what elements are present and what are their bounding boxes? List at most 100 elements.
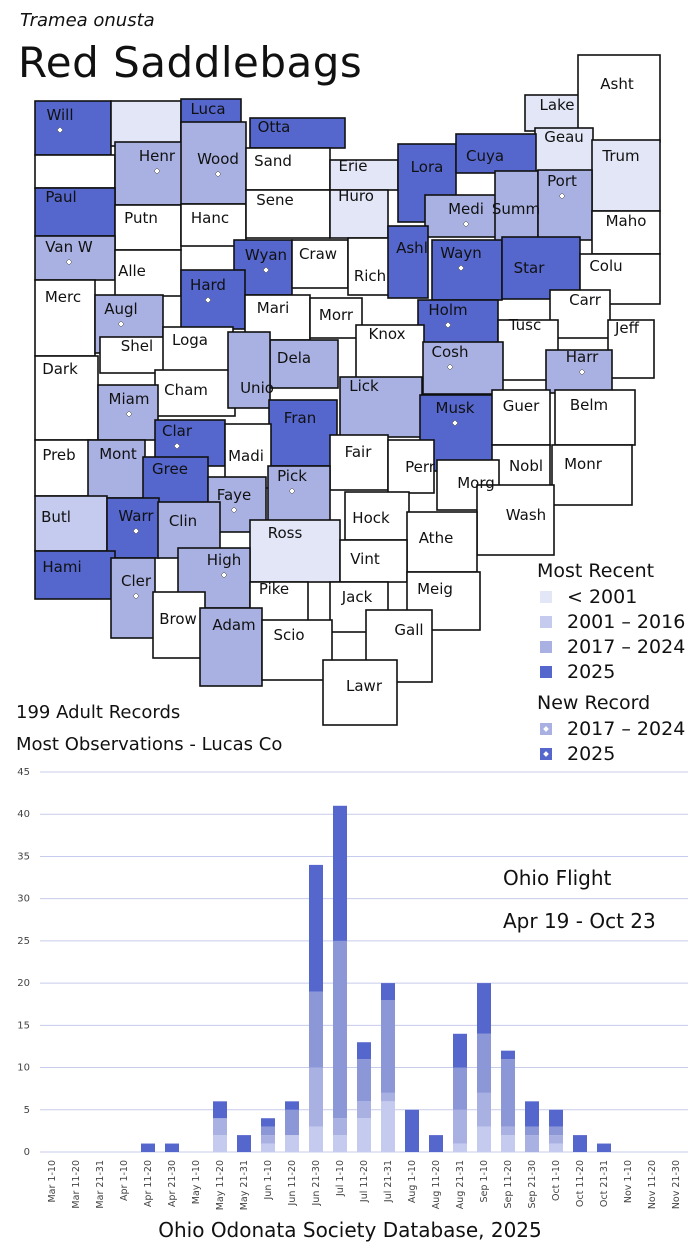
x-tick-label: Apr 1-10 (119, 1160, 130, 1201)
county-label-nobl: Nobl (509, 457, 543, 475)
bar-segment (549, 1143, 563, 1152)
x-tick-label: Mar 1-10 (47, 1160, 58, 1203)
county-morr (309, 297, 363, 339)
county-label-asht: Asht (600, 75, 634, 93)
county-label-fair: Fair (345, 443, 373, 461)
y-tick-label: 30 (17, 894, 30, 905)
bar-segment (261, 1126, 275, 1136)
legend-swatch (540, 591, 552, 603)
bar-segment (333, 940, 347, 1119)
bar-segment (285, 1101, 299, 1110)
county-cham (154, 369, 236, 417)
bar-segment (381, 1092, 395, 1102)
new-record-marker (262, 266, 270, 274)
county-ashl (387, 225, 429, 299)
bar-segment (501, 1126, 515, 1136)
county-monr (551, 444, 633, 506)
county-label-jeff: Jeff (614, 319, 640, 337)
county-label-high: High (207, 551, 241, 569)
county-henr (114, 141, 184, 206)
county-label-fran: Fran (284, 409, 316, 427)
x-tick-label: Jun 1-10 (263, 1160, 274, 1200)
bar-segment (261, 1135, 275, 1144)
county-label-clar: Clar (162, 422, 193, 440)
bar-segment (333, 1135, 347, 1152)
county-label-cham: Cham (164, 381, 208, 399)
county-label-harr: Harr (566, 348, 599, 366)
county-label-rich: Rich (354, 267, 386, 285)
flight-annotation-title: Ohio Flight (503, 866, 612, 890)
county-label-mari: Mari (257, 299, 289, 317)
bar-segment (213, 1135, 227, 1152)
new-record-marker (230, 506, 238, 514)
county-label-unio: Unio (240, 379, 274, 397)
new-record-marker (457, 264, 465, 272)
legend-label: 2025 (567, 743, 616, 765)
county-label-augl: Augl (104, 300, 137, 318)
county-label-cler: Cler (121, 572, 152, 590)
x-tick-label: Apr 21-30 (167, 1160, 178, 1207)
county-label-summ: Summ (492, 200, 540, 218)
county-label-star: Star (514, 259, 546, 277)
county-paul (34, 187, 116, 237)
county-carr (549, 289, 611, 339)
county-label-belm: Belm (570, 396, 608, 414)
county-label-hanc: Hanc (191, 209, 229, 227)
county-loga (162, 326, 234, 372)
county-label-holm: Holm (428, 301, 467, 319)
county-label-port: Port (547, 172, 577, 190)
bar-segment (141, 1143, 155, 1152)
county-wayn (431, 239, 503, 301)
county-label-sene: Sene (256, 191, 294, 209)
bar-segment (357, 1059, 371, 1102)
y-tick-label: 5 (24, 1105, 30, 1116)
legend-new-record-title: New Record (537, 692, 651, 714)
county-label-huro: Huro (338, 187, 374, 205)
record-count: 199 Adult Records (16, 702, 181, 723)
county-wood (180, 121, 247, 205)
county-port (537, 169, 593, 241)
county-label-pike: Pike (259, 580, 289, 598)
county-label-jack: Jack (341, 588, 373, 606)
flight-annotation-range: Apr 19 - Oct 23 (503, 909, 656, 933)
y-tick-label: 25 (17, 936, 30, 947)
new-record-marker (204, 296, 212, 304)
county-scio (261, 619, 333, 681)
bar-segment (309, 1126, 323, 1152)
new-record-marker (214, 170, 222, 178)
county-label-cuya: Cuya (466, 147, 504, 165)
county-label-butl: Butl (41, 508, 71, 526)
new-record-marker (173, 442, 181, 450)
county-belm (554, 389, 636, 446)
new-record-marker (288, 487, 296, 495)
new-record-marker (578, 368, 586, 376)
bar-segment (573, 1135, 587, 1152)
county-putn (114, 204, 182, 251)
bar-segment (357, 1042, 371, 1060)
county-hock (344, 491, 410, 541)
y-tick-label: 40 (17, 809, 30, 820)
county-label-shel: Shel (121, 337, 153, 355)
county-adam (199, 607, 263, 687)
footer-source: Ohio Odonata Society Database, 2025 (158, 1218, 542, 1242)
county-erie (329, 159, 399, 191)
x-tick-label: Jul 21-31 (383, 1160, 394, 1203)
bar-segment (309, 991, 323, 1068)
county-label-warr: Warr (118, 507, 154, 525)
county-label-lake: Lake (540, 96, 575, 114)
county-label-sand: Sand (254, 152, 292, 170)
bar-segment (501, 1059, 515, 1127)
bar-segment (453, 1109, 467, 1144)
county-trum (591, 139, 661, 212)
bar-segment (381, 1000, 395, 1093)
county-label-tusc: Tusc (508, 316, 541, 334)
bar-segment (285, 1135, 299, 1152)
county-perr (387, 439, 435, 494)
county-athe (406, 511, 478, 573)
legend-label: < 2001 (567, 586, 638, 608)
bar-segment (357, 1101, 371, 1119)
county-label-alle: Alle (118, 262, 146, 280)
bar-segment (237, 1135, 251, 1152)
county-label-wyan: Wyan (245, 246, 287, 264)
x-tick-label: Jun 21-30 (311, 1160, 322, 1206)
